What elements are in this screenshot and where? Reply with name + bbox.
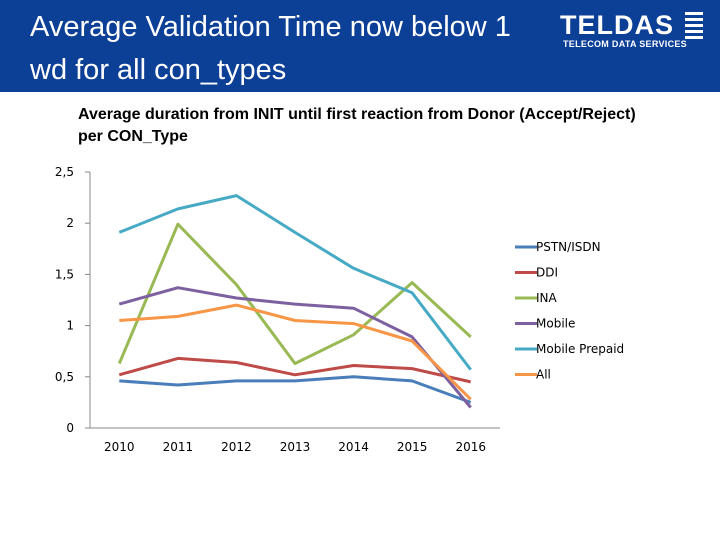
- chart-legend: PSTN/ISDN DDI INA Mobile Mobile Prepaid All: [515, 240, 624, 382]
- y-tick-label: 1: [66, 319, 74, 333]
- series-line-ina: [117, 222, 472, 365]
- legend-label-ina: INA: [536, 291, 558, 305]
- x-tick-label: 2013: [280, 440, 311, 454]
- series-line-mobile: [118, 286, 472, 409]
- x-tick-label: 2016: [455, 440, 486, 454]
- y-tick-label: 0: [66, 421, 74, 435]
- x-tick-label: 2011: [163, 440, 194, 454]
- chart-axes: 0 0,5 1 1,5 2 2,5 2010 2011 2012 2013 2014 2015 2016: [55, 165, 500, 454]
- teldas-logo: TELDAS TELECOM DATA SERVICES: [560, 10, 710, 55]
- legend-label-mobile: Mobile: [536, 317, 575, 331]
- legend-label-all: All: [536, 368, 551, 382]
- x-tick-label: 2012: [221, 440, 252, 454]
- chart-series: [117, 194, 472, 409]
- x-tick-label: 2010: [104, 440, 135, 454]
- slide-header: Average Validation Time now below 1 wd f…: [0, 0, 720, 92]
- y-tick-label: 2,5: [55, 165, 74, 179]
- series-line-pstn-isdn: [119, 375, 472, 404]
- logo-wordmark: TELDAS: [560, 10, 674, 40]
- y-tick-label: 0,5: [55, 370, 74, 384]
- series-line-all: [119, 303, 472, 401]
- slide-title: Average Validation Time now below 1 wd f…: [30, 11, 511, 86]
- series-line-mobile-prepaid: [118, 194, 472, 371]
- y-tick-label: 2: [66, 216, 74, 230]
- x-tick-label: 2014: [338, 440, 369, 454]
- series-line-ddi: [118, 356, 472, 384]
- chart-title: Average duration from INIT until first r…: [78, 106, 636, 145]
- legend-label-pstn-isdn: PSTN/ISDN: [536, 240, 601, 254]
- logo-subtitle: TELECOM DATA SERVICES: [563, 39, 687, 49]
- legend-label-mobile-prepaid: Mobile Prepaid: [536, 342, 624, 356]
- y-tick-label: 1,5: [55, 267, 74, 281]
- x-tick-label: 2015: [397, 440, 428, 454]
- logo-bars-icon: [685, 12, 703, 42]
- legend-label-ddi: DDI: [536, 266, 558, 280]
